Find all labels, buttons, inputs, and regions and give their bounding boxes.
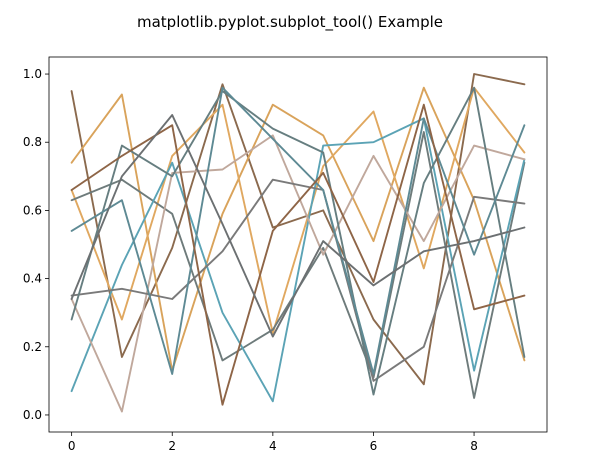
y-tick-label: 1.0 (23, 67, 42, 81)
series-line-5 (70, 117, 526, 403)
x-tick-label: 4 (269, 439, 277, 453)
y-axis: 0.0 0.2 0.4 0.6 0.8 1.0 (23, 67, 49, 422)
series-line-11 (70, 114, 526, 338)
series-line-8 (70, 86, 526, 396)
x-tick-label: 0 (68, 439, 76, 453)
series-line-10 (70, 103, 526, 406)
y-tick-label: 0.0 (23, 408, 42, 422)
series-line-2 (70, 86, 526, 372)
chart-title: matplotlib.pyplot.subplot_tool() Example (137, 13, 443, 32)
series-layer (70, 73, 526, 413)
series-line-3 (70, 86, 526, 335)
y-tick-label: 0.4 (23, 272, 42, 286)
y-tick-label: 0.8 (23, 135, 42, 149)
y-tick-label: 0.6 (23, 203, 42, 217)
x-axis: 0 2 4 6 8 (68, 432, 478, 453)
x-tick-label: 6 (370, 439, 378, 453)
series-line-1 (70, 73, 526, 386)
x-tick-label: 2 (168, 439, 176, 453)
axes-background (49, 57, 547, 432)
y-tick-label: 0.2 (23, 340, 42, 354)
plot-area: 0 2 4 6 8 0.0 0.2 0.4 0.6 0.8 1.0 (23, 56, 548, 453)
series-line-6 (70, 134, 526, 413)
series-line-9 (70, 86, 526, 375)
series-line-7 (70, 178, 526, 382)
x-tick-label: 8 (470, 439, 478, 453)
axes-frame (48, 56, 548, 433)
